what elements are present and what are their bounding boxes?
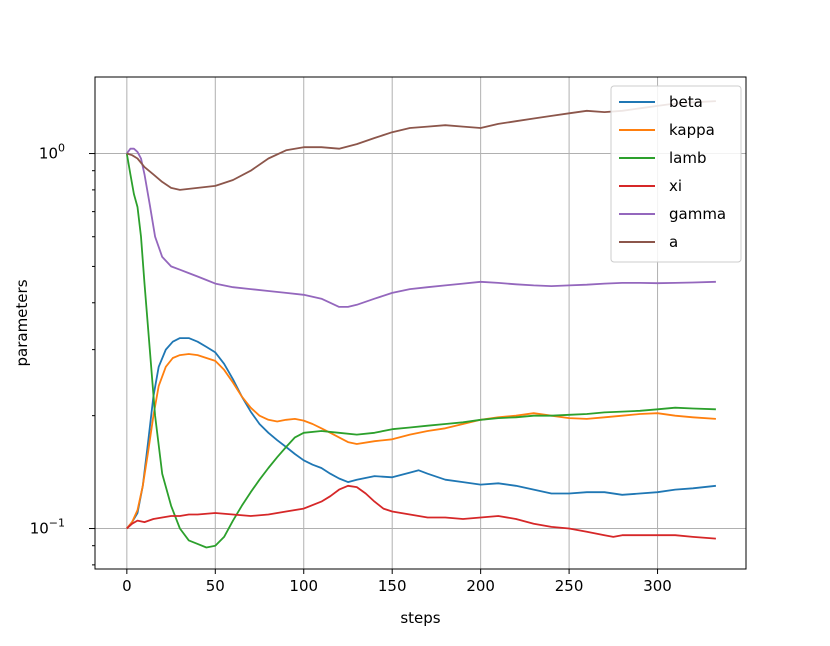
series-line-a bbox=[126, 100, 716, 191]
x-tick-label: 0 bbox=[122, 577, 132, 595]
x-tick-label: 100 bbox=[289, 577, 318, 595]
series-line-lamb bbox=[125, 153, 716, 549]
x-tick-label: 300 bbox=[643, 577, 672, 595]
series-line-xi bbox=[126, 484, 716, 540]
y-tick-label: 100 bbox=[39, 142, 65, 163]
x-tick-label: 150 bbox=[378, 577, 407, 595]
series-line-kappa bbox=[126, 353, 716, 530]
series-lines bbox=[125, 100, 716, 549]
legend-label-xi: xi bbox=[669, 177, 682, 195]
legend-label-beta: beta bbox=[669, 93, 703, 111]
legend-label-a: a bbox=[669, 233, 678, 251]
x-tick-label: 250 bbox=[555, 577, 584, 595]
axes-frame bbox=[94, 76, 747, 570]
x-tick-label: 200 bbox=[466, 577, 495, 595]
legend-label-gamma: gamma bbox=[669, 205, 726, 223]
y-axis-label: parameters bbox=[13, 279, 31, 366]
legend: beta kappa lamb xi gamma a bbox=[610, 85, 742, 263]
legend-label-kappa: kappa bbox=[669, 121, 715, 139]
x-axis-label: steps bbox=[400, 609, 440, 627]
axis-ticks: 0 50 100 150 200 250 300 100 10−1 bbox=[30, 142, 672, 595]
y-tick-label: 10−1 bbox=[30, 517, 65, 538]
legend-label-lamb: lamb bbox=[669, 149, 707, 167]
series-line-beta bbox=[126, 337, 716, 530]
x-tick-label: 50 bbox=[206, 577, 225, 595]
series-line-gamma bbox=[126, 147, 716, 308]
